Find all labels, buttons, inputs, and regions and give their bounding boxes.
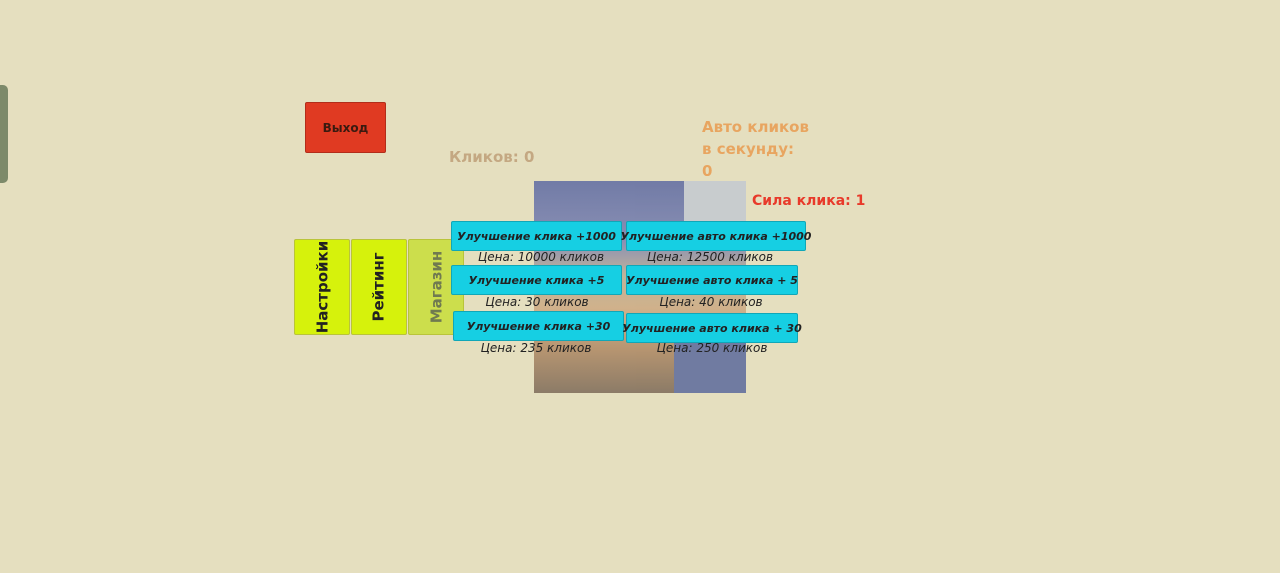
- auto-clicks-label-1: Авто кликов: [702, 118, 809, 136]
- auto-clicks-label-2: в секунду:: [702, 140, 794, 158]
- price-label: Цена: 30 кликов: [485, 295, 589, 309]
- price-label: Цена: 250 кликов: [656, 341, 768, 355]
- click-power: Сила клика: 1: [752, 193, 866, 209]
- tab-settings[interactable]: Настройки: [294, 239, 350, 335]
- auto-clicks-value: 0: [702, 162, 713, 180]
- upgrade-auto-click-5-button[interactable]: Улучшение авто клика + 5: [626, 265, 798, 295]
- price-label: Цена: 10000 кликов: [477, 250, 605, 264]
- upgrade-auto-click-30-button[interactable]: Улучшение авто клика + 30: [622, 313, 802, 343]
- upgrade-click-1000-button[interactable]: Улучшение клика +1000: [451, 221, 622, 251]
- exit-button[interactable]: Выход: [305, 102, 386, 153]
- clicks-counter: Кликов: 0: [449, 148, 535, 166]
- upgrade-click-30-button[interactable]: Улучшение клика +30: [453, 311, 624, 341]
- tab-rating[interactable]: Рейтинг: [351, 239, 407, 335]
- tab-settings-label: Настройки: [313, 240, 332, 334]
- auto-clicks-per-second: Авто кликов в секунду: 0: [702, 116, 809, 182]
- upgrade-auto-click-1000-button[interactable]: Улучшение авто клика +1000: [621, 221, 811, 251]
- price-label: Цена: 235 кликов: [480, 341, 592, 355]
- tab-shop-label: Магазин: [427, 250, 446, 324]
- price-label: Цена: 40 кликов: [659, 295, 763, 309]
- price-label: Цена: 12500 кликов: [646, 250, 774, 264]
- side-panel-handle[interactable]: [0, 85, 8, 183]
- upgrade-click-5-button[interactable]: Улучшение клика +5: [451, 265, 622, 295]
- tab-rating-label: Рейтинг: [370, 252, 388, 322]
